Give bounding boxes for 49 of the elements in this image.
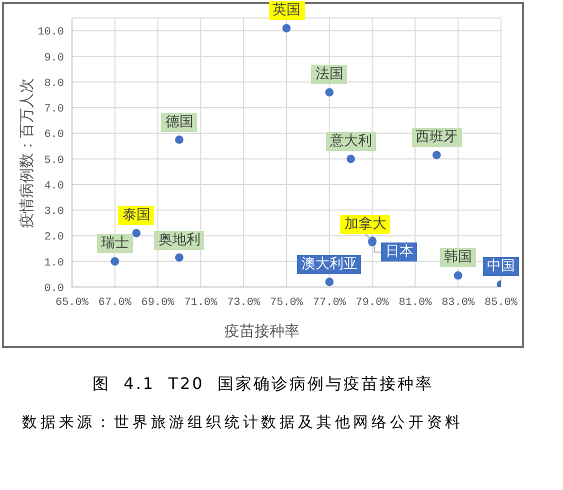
annotation: 西班牙 (412, 128, 462, 148)
x-tick-label: 83.0% (442, 296, 475, 309)
point (132, 229, 141, 238)
y-tick-label: 9.0 (44, 52, 64, 64)
y-tick-label: 2.0 (44, 232, 64, 244)
x-tick-label: 75.0% (270, 296, 304, 309)
x-tick-label: 85.0% (484, 296, 518, 309)
y-tick-label: 10.0 (38, 26, 64, 39)
y-tick-label: 6.0 (44, 129, 64, 142)
text: 图 4.1 T20 国家确诊病例与疫苗接种率 (92, 374, 434, 395)
y-tick-label: 8.0 (44, 78, 64, 90)
x-tick-label: 73.0% (227, 296, 260, 309)
x-tick-label: 65.0% (55, 296, 89, 309)
y-tick-label: 5.0 (44, 154, 64, 167)
x-tick-label: 71.0% (184, 296, 218, 309)
x-tick-label: 81.0% (398, 296, 432, 309)
annotation: 法国 (311, 65, 348, 84)
x-tick-label: 77.0% (312, 296, 346, 309)
y-axis-title: 疫情病例数：百万人次 (18, 78, 36, 228)
y-tick-label: 1.0 (44, 257, 64, 270)
annotation: 泰国 (118, 206, 154, 226)
point (454, 271, 462, 280)
y-tick-label: 0.0 (44, 282, 64, 295)
annotation: 加拿大 (340, 214, 390, 234)
annotation: 澳大利亚 (297, 254, 362, 274)
y-tick-label: 7.0 (44, 104, 64, 116)
annotation: 奥地利 (154, 230, 204, 250)
point (346, 154, 356, 164)
point (325, 88, 334, 96)
x-tick-label: 79.0% (356, 296, 390, 309)
annotation: 瑞士 (96, 234, 133, 254)
point (110, 257, 120, 266)
source-note: 数据来源：世界旅游组织统计数据及其他网络公开资料 (22, 413, 464, 432)
annotation: 韩国 (440, 248, 476, 268)
annotation: 英国 (268, 1, 304, 20)
point (282, 24, 291, 32)
annotation: 中国 (483, 257, 519, 276)
x-axis-title: 疫苗接种率 (224, 322, 300, 341)
x-tick-label: 67.0% (98, 296, 132, 309)
point (325, 278, 334, 286)
annotation: 德国 (161, 112, 198, 132)
x-tick-label: 69.0% (141, 296, 175, 309)
point (175, 135, 184, 144)
point (175, 253, 184, 262)
y-tick-label: 3.0 (44, 206, 64, 218)
annotation: 意大利 (326, 132, 376, 151)
y-tick-label: 4.0 (44, 180, 64, 192)
annotation: 日本 (381, 242, 418, 262)
point (432, 150, 441, 160)
